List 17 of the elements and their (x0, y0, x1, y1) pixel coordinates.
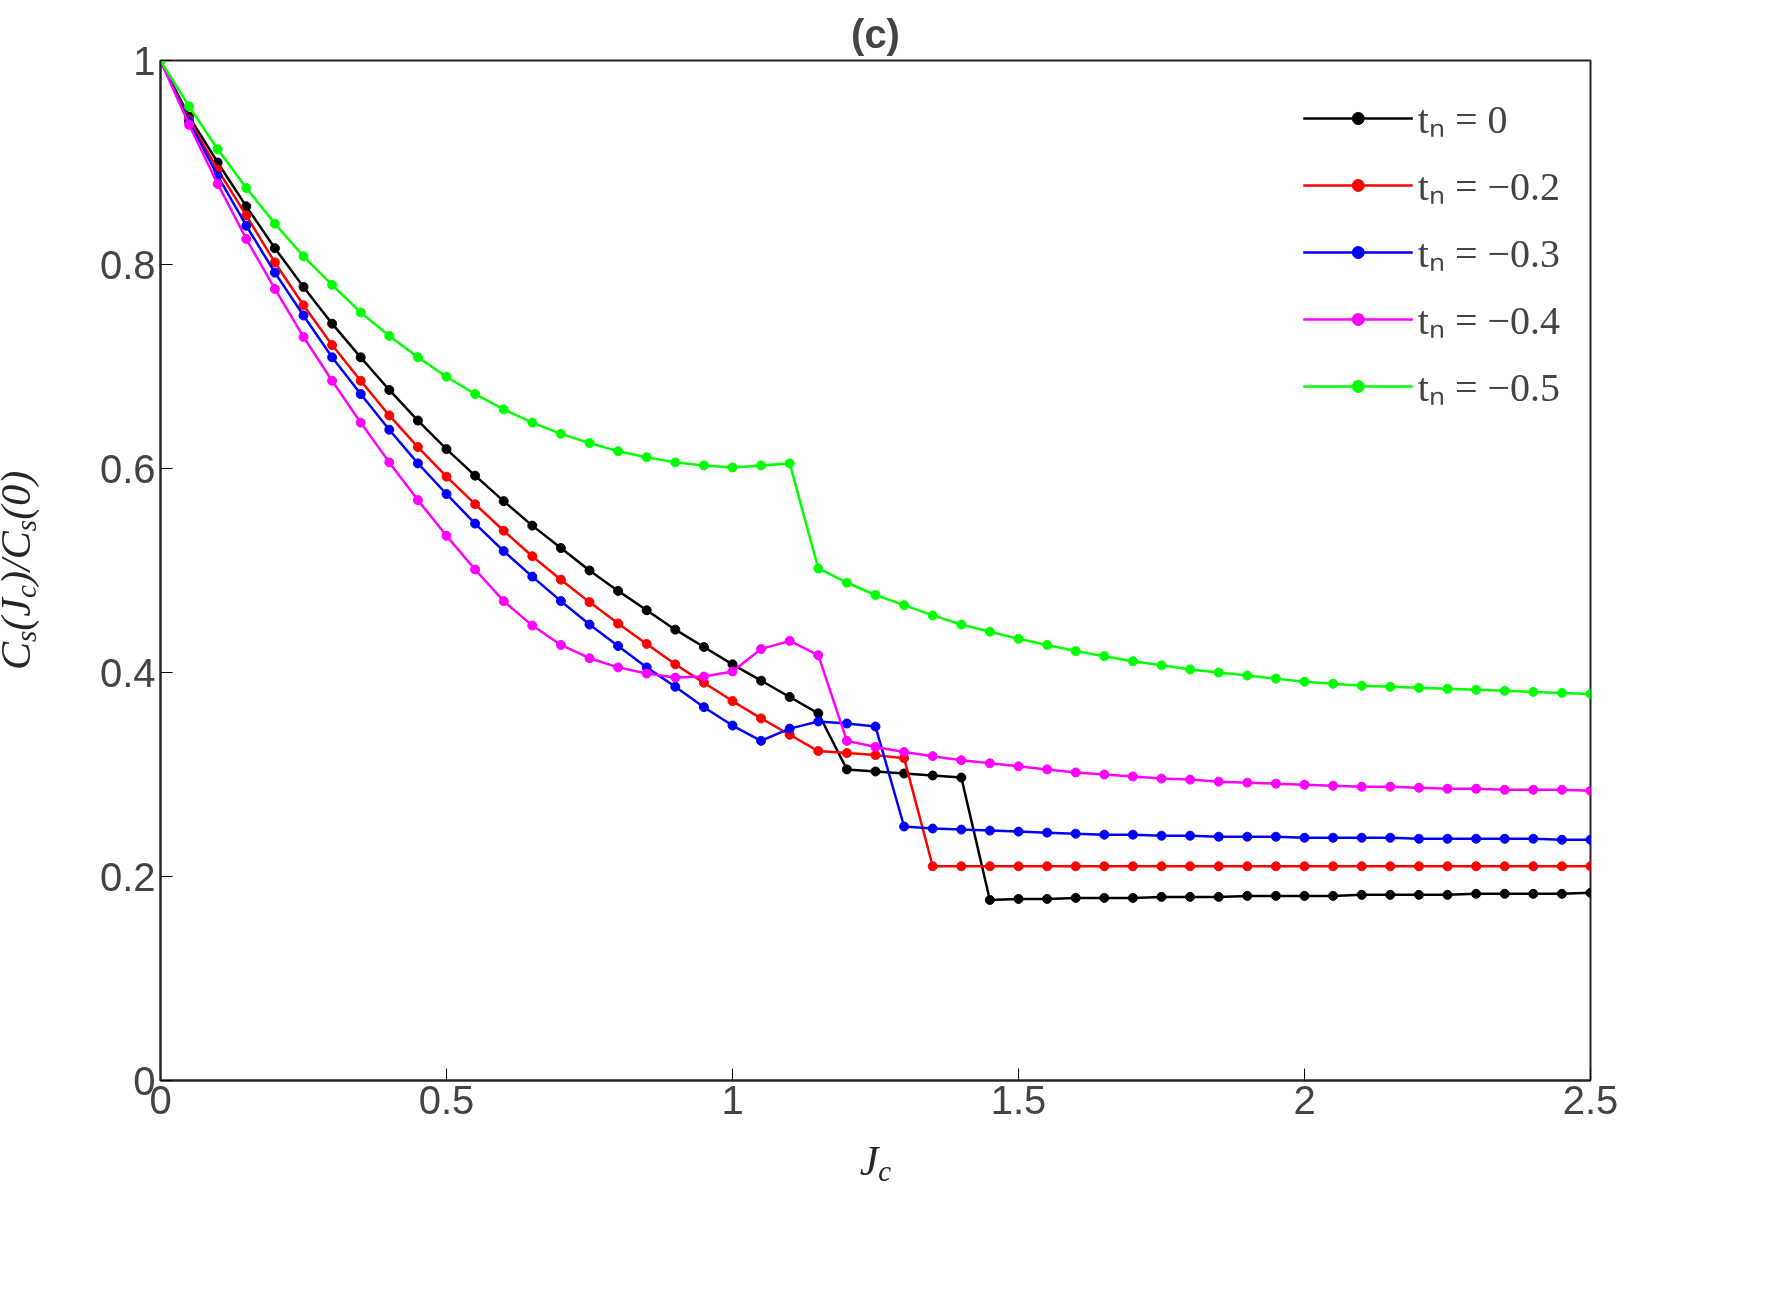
y-tick-label: 0.8 (99, 242, 156, 287)
chart-title: (c) (851, 11, 900, 56)
legend-label: tₙ = −0.3 (1417, 230, 1560, 278)
x-tick-label: 0.5 (418, 1077, 475, 1122)
legend-label: tₙ = −0.2 (1417, 163, 1560, 211)
y-tick-label: 0.6 (99, 446, 156, 491)
x-tick-label: 1 (721, 1077, 744, 1122)
x-tick-label: 2 (1293, 1077, 1316, 1122)
legend-label: tₙ = −0.4 (1417, 297, 1560, 345)
y-tick-label: 0.2 (99, 854, 156, 899)
y-axis-title: Cs(Jc)/Cs(0) (0, 470, 42, 671)
x-tick-label: 1.5 (990, 1077, 1047, 1122)
legend-label: tₙ = −0.5 (1417, 364, 1560, 412)
legend-label: tₙ = 0 (1417, 96, 1508, 144)
x-tick-label: 2.5 (1562, 1077, 1619, 1122)
y-tick-label: 0.4 (99, 650, 156, 695)
y-tick-label: 1 (133, 38, 156, 83)
